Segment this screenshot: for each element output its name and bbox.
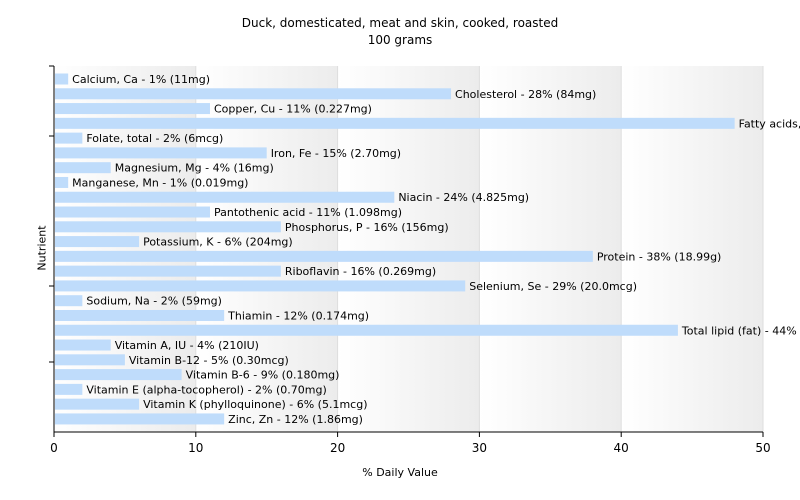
bar bbox=[55, 265, 281, 277]
bar-label: Fatty acids, total saturated - 48% (9.67… bbox=[739, 117, 800, 130]
bar bbox=[55, 221, 281, 233]
chart-title: Duck, domesticated, meat and skin, cooke… bbox=[241, 16, 559, 30]
bar bbox=[55, 324, 678, 336]
x-tick-label: 10 bbox=[188, 441, 203, 455]
bar-label: Iron, Fe - 15% (2.70mg) bbox=[271, 147, 401, 160]
x-tick-label: 30 bbox=[472, 441, 487, 455]
bar bbox=[55, 132, 83, 144]
bar bbox=[55, 354, 125, 366]
bar-label: Calcium, Ca - 1% (11mg) bbox=[72, 73, 210, 86]
bar bbox=[55, 250, 593, 262]
bar-label: Riboflavin - 16% (0.269mg) bbox=[285, 265, 436, 278]
bar-label: Sodium, Na - 2% (59mg) bbox=[86, 295, 222, 308]
bar-label: Total lipid (fat) - 44% (28.35g) bbox=[681, 324, 800, 337]
bar bbox=[55, 103, 210, 115]
bar-label: Vitamin A, IU - 4% (210IU) bbox=[115, 339, 259, 352]
bar-label: Phosphorus, P - 16% (156mg) bbox=[285, 221, 449, 234]
bar-label: Thiamin - 12% (0.174mg) bbox=[227, 309, 369, 322]
bar bbox=[55, 280, 466, 292]
bar-label: Zinc, Zn - 12% (1.86mg) bbox=[228, 413, 363, 426]
bar-label: Magnesium, Mg - 4% (16mg) bbox=[115, 162, 274, 175]
y-axis-title: Nutrient bbox=[35, 225, 49, 271]
bar-label: Potassium, K - 6% (204mg) bbox=[143, 236, 293, 249]
bar bbox=[55, 413, 225, 425]
bar-label: Copper, Cu - 11% (0.227mg) bbox=[214, 103, 372, 116]
x-tick-label: 40 bbox=[614, 441, 629, 455]
bar-label: Manganese, Mn - 1% (0.019mg) bbox=[72, 176, 248, 189]
bar-label: Vitamin K (phylloquinone) - 6% (5.1mcg) bbox=[143, 398, 367, 411]
bar-label: Pantothenic acid - 11% (1.098mg) bbox=[214, 206, 402, 219]
x-tick-label: 50 bbox=[755, 441, 770, 455]
chart-subtitle: 100 grams bbox=[367, 33, 433, 47]
bar bbox=[55, 236, 140, 248]
bar-label: Protein - 38% (18.99g) bbox=[597, 250, 722, 263]
bar bbox=[55, 295, 83, 307]
bar bbox=[55, 88, 452, 100]
bar bbox=[55, 383, 83, 395]
bar bbox=[55, 398, 140, 410]
bar bbox=[55, 339, 111, 351]
x-axis-title: % Daily Value bbox=[362, 466, 438, 479]
bar-label: Vitamin E (alpha-tocopherol) - 2% (0.70m… bbox=[86, 383, 326, 396]
bar bbox=[55, 309, 225, 321]
bar-label: Vitamin B-6 - 9% (0.180mg) bbox=[186, 369, 340, 382]
bar bbox=[55, 162, 111, 174]
bar bbox=[55, 117, 735, 129]
bar bbox=[55, 73, 69, 85]
bar-label: Cholesterol - 28% (84mg) bbox=[455, 88, 596, 101]
bar bbox=[55, 369, 182, 381]
bar-label: Niacin - 24% (4.825mg) bbox=[398, 191, 529, 204]
bar-label: Folate, total - 2% (6mcg) bbox=[86, 132, 223, 145]
bar bbox=[55, 191, 395, 203]
bar bbox=[55, 206, 210, 218]
x-tick-label: 0 bbox=[50, 441, 58, 455]
bar bbox=[55, 147, 267, 159]
x-tick-label: 20 bbox=[330, 441, 345, 455]
bar-label: Vitamin B-12 - 5% (0.30mcg) bbox=[129, 354, 289, 367]
bar-label: Selenium, Se - 29% (20.0mcg) bbox=[469, 280, 637, 293]
bar bbox=[55, 176, 69, 188]
